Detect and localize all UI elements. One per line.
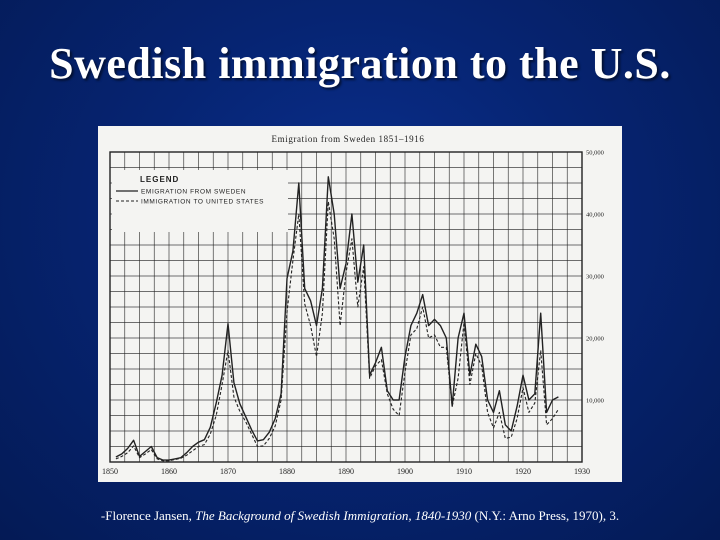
y-tick-label: 50,000	[586, 150, 604, 157]
x-tick-label: 1880	[279, 467, 295, 476]
emigration-chart: Emigration from Sweden 1851–1916 1850 186…	[102, 134, 604, 477]
caption-suffix: (N.Y.: Arno Press, 1970), 3.	[471, 508, 620, 523]
caption-book-title: The Background of Swedish Immigration, 1…	[195, 508, 472, 523]
x-tick-label: 1870	[220, 467, 236, 476]
x-tick-label: 1920	[515, 467, 531, 476]
y-tick-label: 30,000	[586, 274, 604, 281]
caption-prefix: -Florence Jansen,	[100, 508, 196, 523]
x-tick-label: 1910	[456, 467, 472, 476]
legend-heading: LEGEND	[140, 175, 179, 184]
series-line-emigration	[115, 176, 559, 461]
chart-figure: Emigration from Sweden 1851–1916 1850 186…	[98, 126, 622, 482]
chart-series	[115, 176, 559, 462]
legend-box	[112, 170, 288, 232]
y-tick-label: 10,000	[586, 398, 604, 405]
chart-title: Emigration from Sweden 1851–1916	[272, 134, 425, 144]
legend-label-emigration: EMIGRATION FROM SWEDEN	[141, 189, 246, 196]
chart-ticks: 1850 1860 1870 1880 1890 1900 1910 1920 1930 10,0…	[102, 150, 604, 477]
x-tick-label: 1850	[102, 467, 118, 476]
y-tick-label: 40,000	[586, 212, 604, 219]
legend-label-immigration: IMMIGRATION TO UNITED STATES	[141, 199, 264, 206]
x-tick-label: 1860	[161, 467, 177, 476]
x-tick-label: 1900	[397, 467, 413, 476]
slide-title: Swedish immigration to the U.S.	[49, 39, 671, 88]
x-tick-label: 1930	[574, 467, 590, 476]
chart-legend: LEGEND EMIGRATION FROM SWEDEN IMMIGRATIO…	[112, 170, 288, 232]
x-tick-label: 1890	[338, 467, 354, 476]
source-caption: -Florence Jansen, The Background of Swed…	[0, 508, 720, 524]
y-tick-label: 20,000	[586, 336, 604, 343]
series-line-immigration	[115, 201, 559, 462]
